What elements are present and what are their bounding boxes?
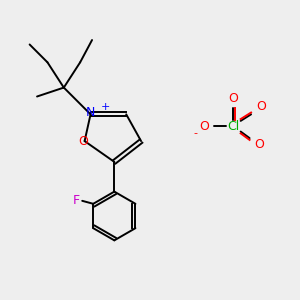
Text: O: O — [254, 138, 264, 151]
Text: Cl: Cl — [227, 120, 239, 133]
Text: N: N — [86, 106, 95, 119]
Text: O: O — [256, 100, 266, 113]
Text: O: O — [78, 135, 88, 148]
Text: O: O — [200, 120, 209, 133]
Text: -: - — [194, 128, 197, 138]
Text: O: O — [228, 92, 238, 105]
Text: F: F — [72, 194, 80, 207]
Text: +: + — [101, 102, 110, 112]
